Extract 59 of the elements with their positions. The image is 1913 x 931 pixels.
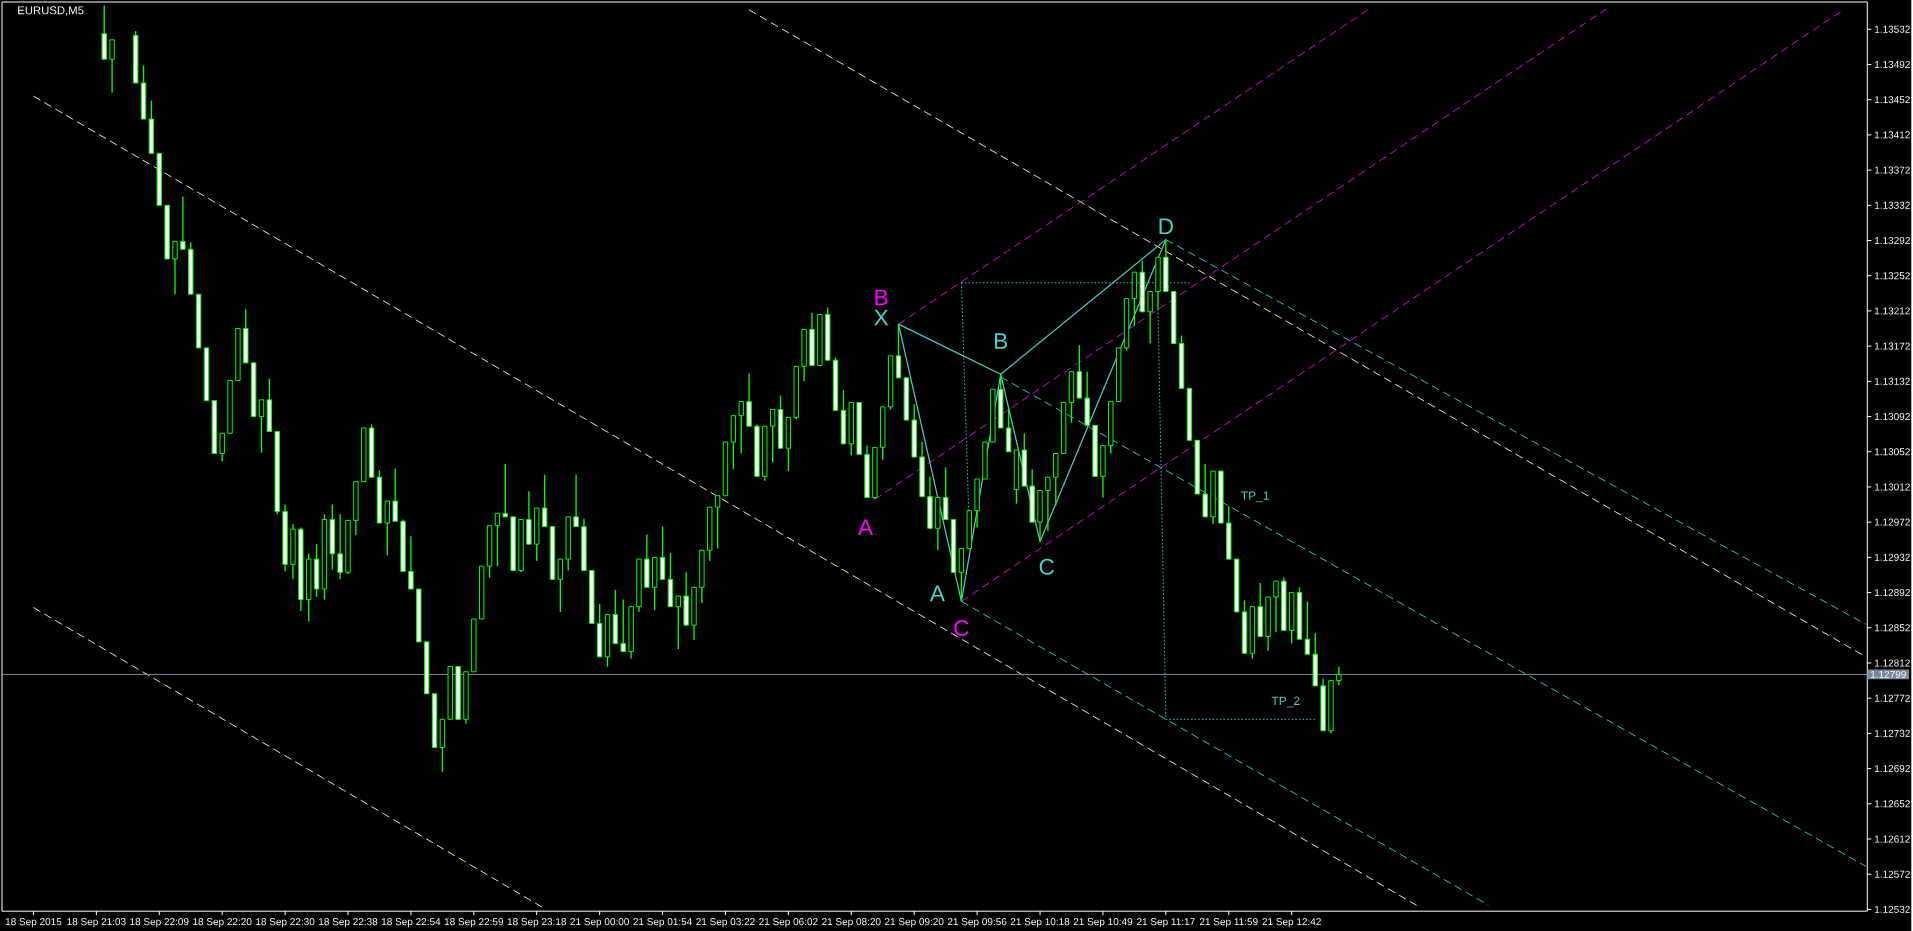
y-tick-label: 1.13212 (1874, 307, 1910, 315)
x-tick-label: 21 Sep 06:02 (759, 918, 818, 928)
y-tick-label: 1.12692 (1874, 764, 1910, 773)
x-tick-label: 21 Sep 12:42 (1262, 918, 1321, 928)
x-tick-label: 21 Sep 11:59 (1199, 918, 1258, 928)
annotation: C (954, 619, 969, 636)
x-tick-label: 21 Sep 00:00 (570, 918, 629, 928)
y-tick-label: 1.13292 (1874, 236, 1910, 244)
y-tick-label: 1.12572 (1874, 870, 1910, 878)
x-tick-label: 21 Sep 03:22 (696, 918, 755, 928)
annotation: D (1159, 218, 1173, 235)
y-tick-label: 1.12652 (1874, 800, 1910, 808)
x-tick-label: 18 Sep 22:30 (256, 918, 315, 928)
y-tick-label: 1.13372 (1874, 166, 1910, 174)
x-tick-label: 18 Sep 23:18 (507, 918, 567, 928)
y-tick-label: 1.13492 (1874, 60, 1910, 68)
y-tick-label: 1.13252 (1874, 272, 1910, 280)
chart-title: EURUSD,M5 (18, 6, 84, 16)
x-tick-label: 21 Sep 11:17 (1137, 918, 1195, 928)
x-tick-label: 21 Sep 10:18 (1010, 918, 1070, 928)
y-tick-label: 1.13332 (1874, 201, 1910, 209)
x-tick-label: 18 Sep 22:38 (319, 918, 378, 928)
x-tick-label: 18 Sep 21:03 (67, 918, 126, 928)
y-tick-label: 1.12732 (1874, 729, 1910, 737)
annotation: A (929, 585, 945, 602)
x-tick-label: 21 Sep 09:20 (884, 918, 944, 928)
y-tick-label: 1.13412 (1874, 131, 1910, 139)
y-tick-label: 1.13172 (1874, 342, 1910, 350)
y-tick-label: 1.13132 (1874, 377, 1910, 385)
annotation: B (995, 333, 1008, 349)
x-tick-label: 18 Sep 22:59 (444, 918, 504, 928)
y-tick-label: 1.12772 (1874, 694, 1910, 702)
ref-line-label: 1.12799 (1870, 670, 1906, 678)
x-tick-label: 21 Sep 10:49 (1073, 918, 1133, 928)
annotation: B (875, 289, 888, 306)
annotation: TP_1 (1241, 491, 1269, 503)
y-tick-label: 1.12932 (1874, 553, 1910, 561)
y-tick-label: 1.13092 (1874, 412, 1910, 420)
x-tick-label: 18 Sep 22:54 (381, 918, 441, 928)
x-tick-label: 21 Sep 08:20 (822, 918, 881, 928)
y-tick-label: 1.13532 (1874, 25, 1910, 33)
y-tick-label: 1.12852 (1874, 624, 1910, 632)
x-tick-label: 18 Sep 22:20 (193, 918, 252, 928)
y-tick-label: 1.12892 (1874, 588, 1910, 597)
y-tick-label: 1.12812 (1874, 659, 1910, 667)
x-tick-label: 21 Sep 09:56 (947, 918, 1007, 928)
x-tick-label: 18 Sep 22:09 (130, 918, 189, 928)
x-tick-label: 18 Sep 2015 (5, 918, 62, 928)
y-tick-label: 1.12972 (1874, 518, 1910, 526)
y-tick-label: 1.12612 (1874, 835, 1910, 843)
y-tick-label: 1.13012 (1874, 483, 1910, 491)
y-tick-label: 1.13452 (1874, 96, 1910, 104)
annotation: X (874, 309, 889, 326)
y-tick-label: 1.12532 (1874, 905, 1910, 913)
annotation: A (858, 519, 874, 535)
x-tick-label: 21 Sep 01:54 (633, 918, 692, 928)
y-tick-label: 1.13052 (1874, 448, 1910, 456)
annotation: TP_2 (1271, 696, 1300, 708)
annotation: C (1039, 558, 1055, 575)
